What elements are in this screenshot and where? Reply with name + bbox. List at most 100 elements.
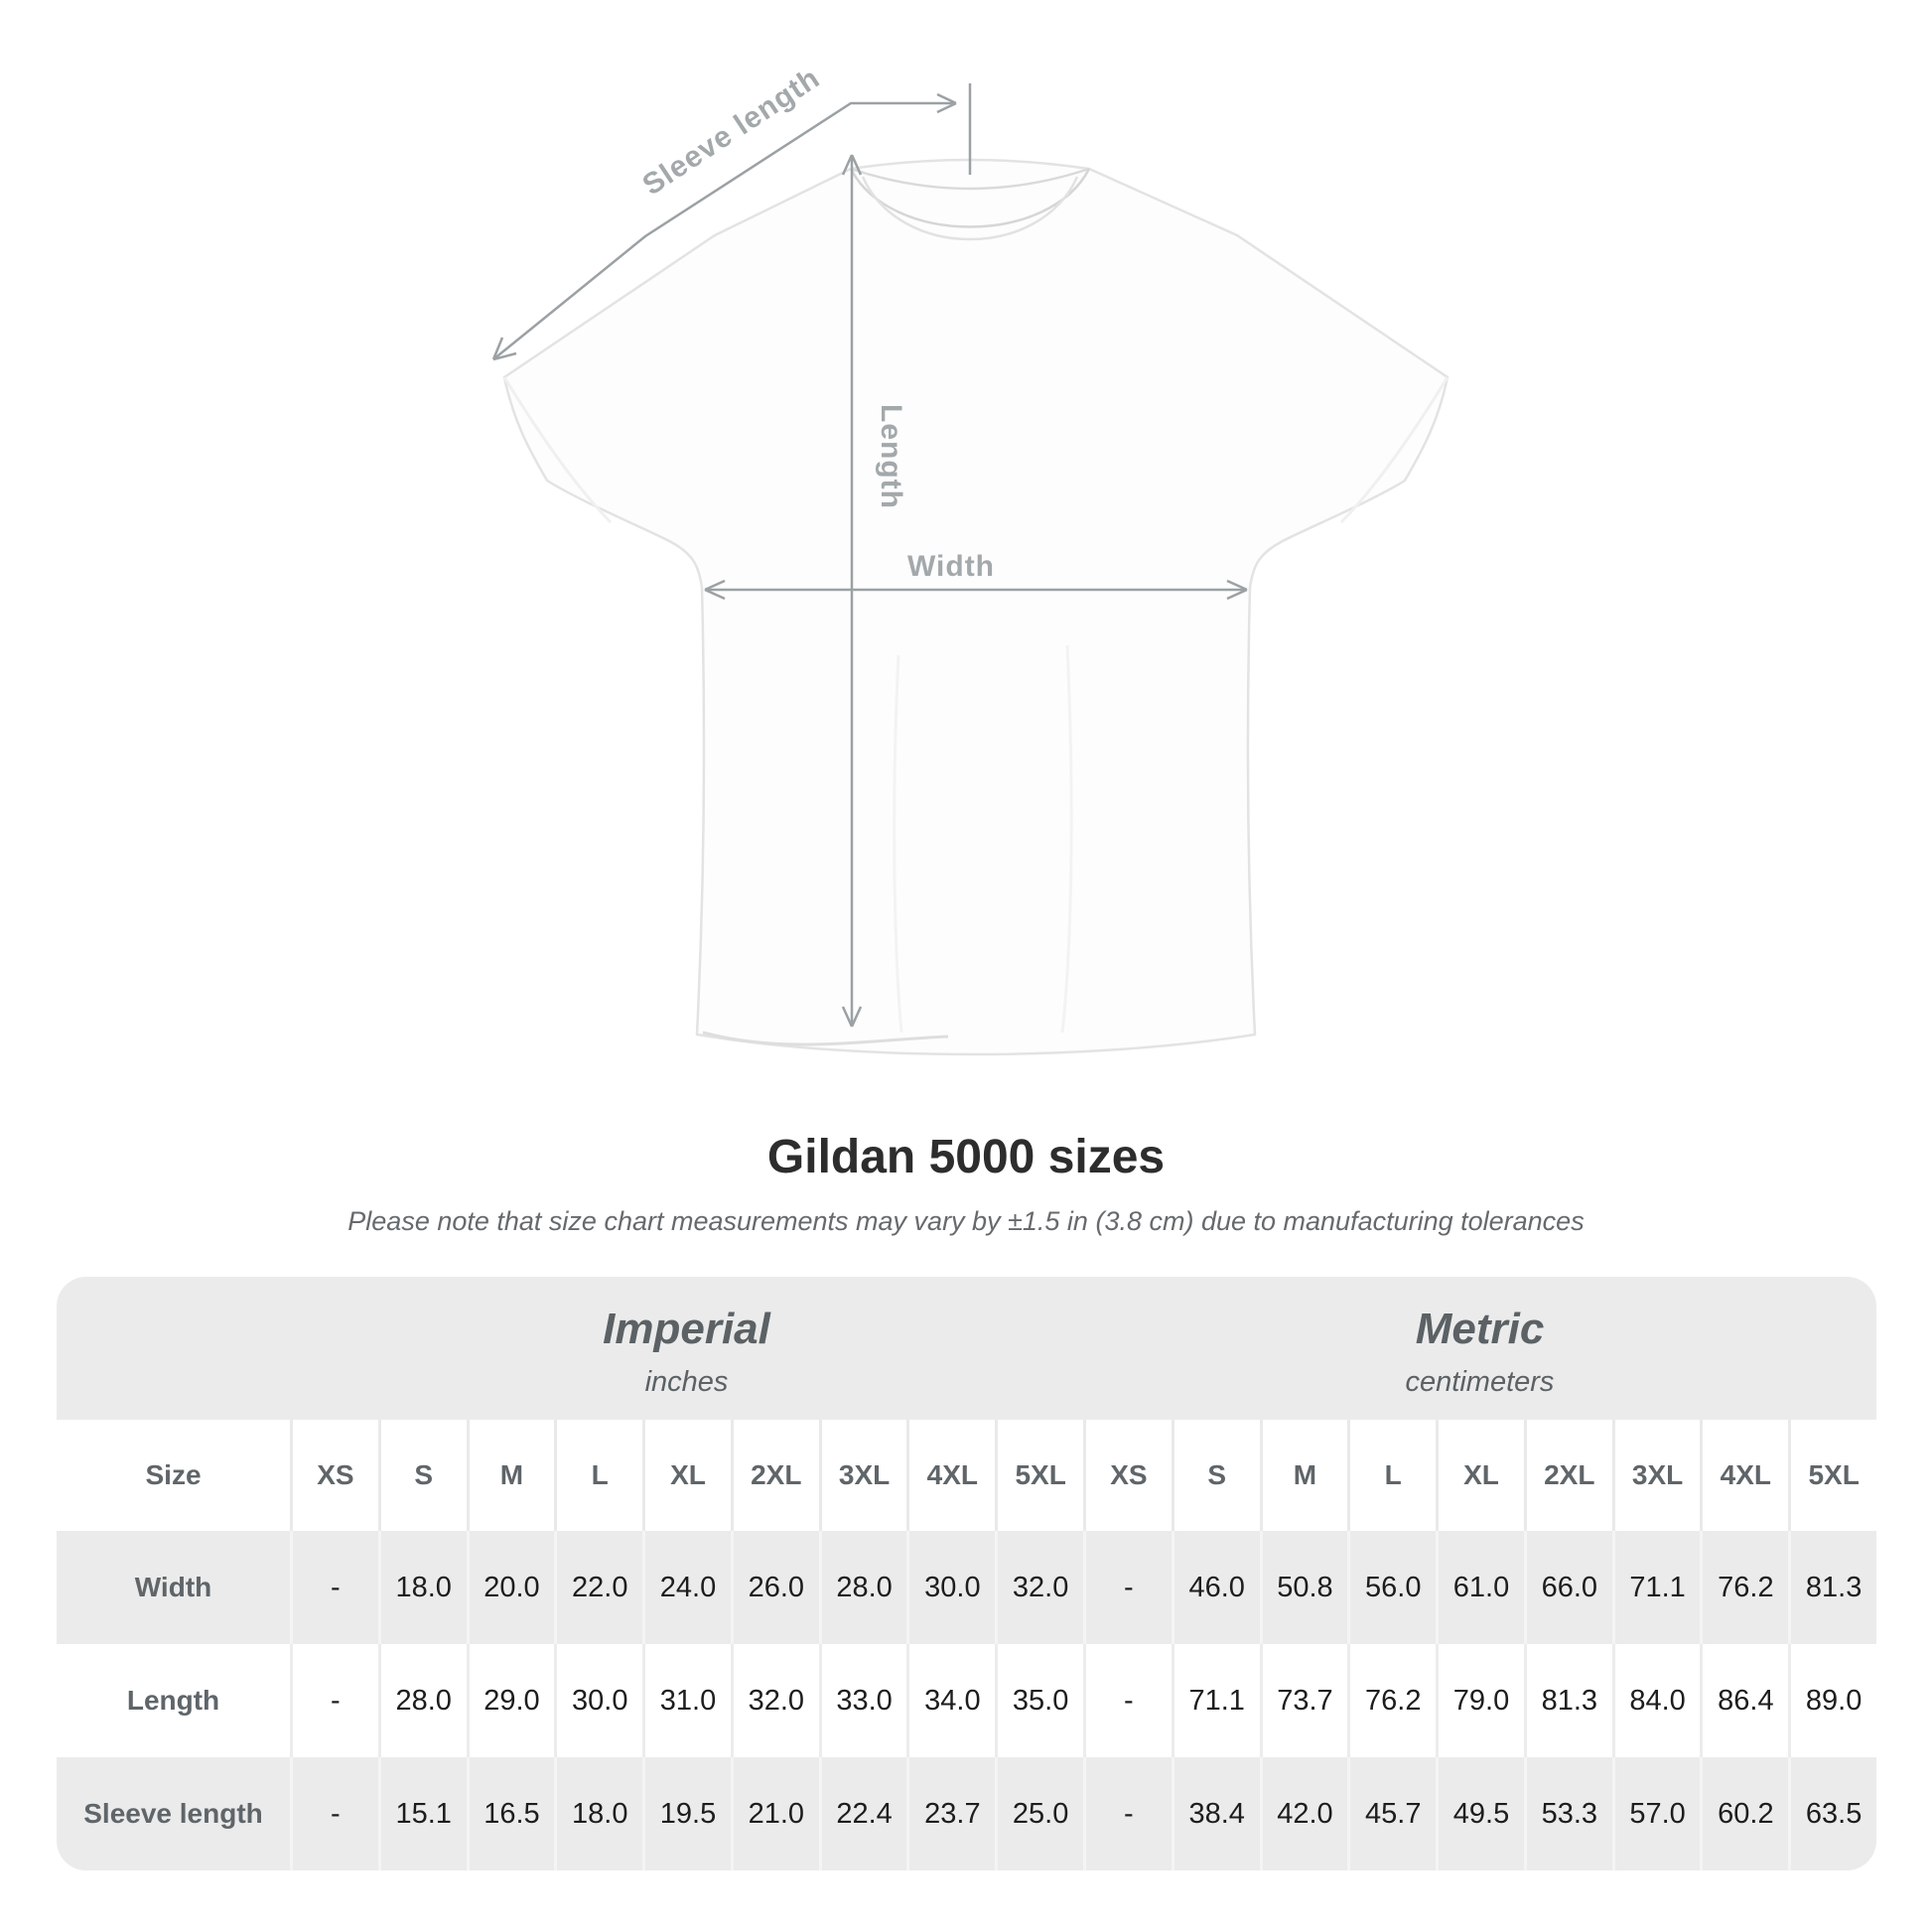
sleeve-values-imperial: -15.1 16.5 18.0 19.5 21.0 22.4 23.7 25.0 [290,1757,1083,1870]
table-row-length: Length -28.0 29.0 30.0 31.0 32.0 33.0 34.0 35.0… [57,1644,1876,1757]
length-values-metric: -71.1 73.7 76.2 79.0 81.3 84.0 86.4 89.0 [1083,1644,1876,1757]
value-cell: 30.0 [906,1531,995,1644]
size-headers-imperial: XS S M L XL 2XL 3XL 4XL 5XL [290,1420,1083,1531]
metric-label: Metric [1415,1304,1545,1353]
value-cell: 73.7 [1259,1644,1348,1757]
heading: Gildan 5000 sizes Please note that size … [0,1130,1932,1237]
size-header-cell: M [1259,1420,1348,1531]
width-arrow-right [1226,579,1248,601]
value-cell: 38.4 [1171,1757,1260,1870]
width-arrow-left [704,579,726,601]
value-cell: 60.2 [1700,1757,1788,1870]
value-cell: 26.0 [730,1531,819,1644]
value-cell: 71.1 [1611,1531,1701,1644]
value-cell: 32.0 [995,1531,1083,1644]
value-cell: 79.0 [1436,1644,1524,1757]
size-header-cell: S [377,1420,467,1531]
value-cell: 28.0 [377,1644,467,1757]
value-cell: 18.0 [554,1757,642,1870]
page-subtitle: Please note that size chart measurements… [347,1206,1585,1236]
value-cell: - [290,1644,378,1757]
sleeve-length-line [492,101,956,360]
tshirt-measure-diagram: Sleeve length Length Width [491,62,1449,1056]
value-cell: 42.0 [1259,1757,1348,1870]
value-cell: 49.5 [1436,1757,1524,1870]
value-cell: 23.7 [906,1757,995,1870]
hem-wrinkle [702,1031,949,1046]
imperial-sublabel: inches [644,1365,729,1398]
size-header-cell: 5XL [995,1420,1083,1531]
value-cell: 34.0 [906,1644,995,1757]
collar-back-seam [850,167,1090,191]
value-cell: 81.3 [1788,1531,1876,1644]
width-label: Width [906,550,996,583]
value-cell: 18.0 [377,1531,467,1644]
value-cell: 16.5 [466,1757,555,1870]
width-values-metric: -46.0 50.8 56.0 61.0 66.0 71.1 76.2 81.3 [1083,1531,1876,1644]
unit-header-spacer [57,1277,290,1420]
row-label-sleeve-length: Sleeve length [83,1798,263,1829]
value-cell: 32.0 [730,1644,819,1757]
size-header-cell: 4XL [906,1420,995,1531]
value-cell: 76.2 [1347,1644,1436,1757]
value-cell: 86.4 [1700,1644,1788,1757]
value-cell: 71.1 [1171,1644,1260,1757]
sleeve-crease-right [1339,376,1449,524]
body-fold-right [1060,644,1073,1034]
size-header-cell: M [466,1420,555,1531]
value-cell: 20.0 [466,1531,555,1644]
size-header-cell: 4XL [1700,1420,1788,1531]
size-headers-metric: XS S M L XL 2XL 3XL 4XL 5XL [1083,1420,1876,1531]
value-cell: 89.0 [1788,1644,1876,1757]
length-label: Length [875,404,907,509]
size-header-cell: 3XL [818,1420,907,1531]
value-cell: 50.8 [1259,1531,1348,1644]
value-cell: 30.0 [554,1644,642,1757]
value-cell: 24.0 [642,1531,731,1644]
collar-inner-seam [861,176,1079,241]
table-row-sleeve-length: Sleeve length -15.1 16.5 18.0 19.5 21.0 22.4 2… [57,1757,1876,1870]
value-cell: 22.0 [554,1531,642,1644]
value-cell: 46.0 [1171,1531,1260,1644]
value-cell: 66.0 [1523,1531,1612,1644]
width-values-imperial: -18.0 20.0 22.0 24.0 26.0 28.0 30.0 32.0 [290,1531,1083,1644]
value-cell: - [1083,1531,1172,1644]
value-cell: 22.4 [818,1757,907,1870]
value-cell: 76.2 [1700,1531,1788,1644]
size-header-cell: XL [1436,1420,1524,1531]
sleeve-crease-left [502,376,613,524]
value-cell: 31.0 [642,1644,731,1757]
imperial-label: Imperial [603,1304,770,1353]
value-cell: 28.0 [818,1531,907,1644]
sleeve-arrowhead [491,337,517,361]
sleeve-values-metric: -38.4 42.0 45.7 49.5 53.3 57.0 60.2 63.5 [1083,1757,1876,1870]
value-cell: 21.0 [730,1757,819,1870]
value-cell: 29.0 [466,1644,555,1757]
unit-group-metric: Metric centimeters [1083,1277,1876,1420]
sleeve-arrowhead-right [936,92,957,114]
length-arrow-top [841,154,863,176]
size-header-cell: 3XL [1611,1420,1701,1531]
value-cell: 25.0 [995,1757,1083,1870]
size-header-row: Size XS S M L XL 2XL 3XL 4XL 5XL XS S M L XL 2XL 3XL 4X… [57,1420,1876,1531]
size-header-cell: L [1347,1420,1436,1531]
unit-group-imperial: Imperial inches [290,1277,1083,1420]
size-table: Imperial inches Metric centimeters Size … [57,1277,1876,1870]
value-cell: 45.7 [1347,1757,1436,1870]
size-header-cell: 2XL [730,1420,819,1531]
value-cell: 53.3 [1523,1757,1612,1870]
table-row-width: Width -18.0 20.0 22.0 24.0 26.0 28.0 30.0 32.0 … [57,1531,1876,1644]
size-header-cell: 2XL [1523,1420,1612,1531]
value-cell: 61.0 [1436,1531,1524,1644]
value-cell: 57.0 [1611,1757,1701,1870]
value-cell: 15.1 [377,1757,467,1870]
row-label-length: Length [126,1685,220,1716]
unit-header-row: Imperial inches Metric centimeters [57,1277,1876,1420]
size-header-cell: 5XL [1788,1420,1876,1531]
body-fold-left [893,654,903,1034]
row-label-width: Width [134,1572,212,1602]
measurement-lines [491,83,1248,1028]
size-column-header: Size [145,1459,202,1490]
metric-sublabel: centimeters [1405,1365,1555,1398]
value-cell: - [1083,1757,1172,1870]
